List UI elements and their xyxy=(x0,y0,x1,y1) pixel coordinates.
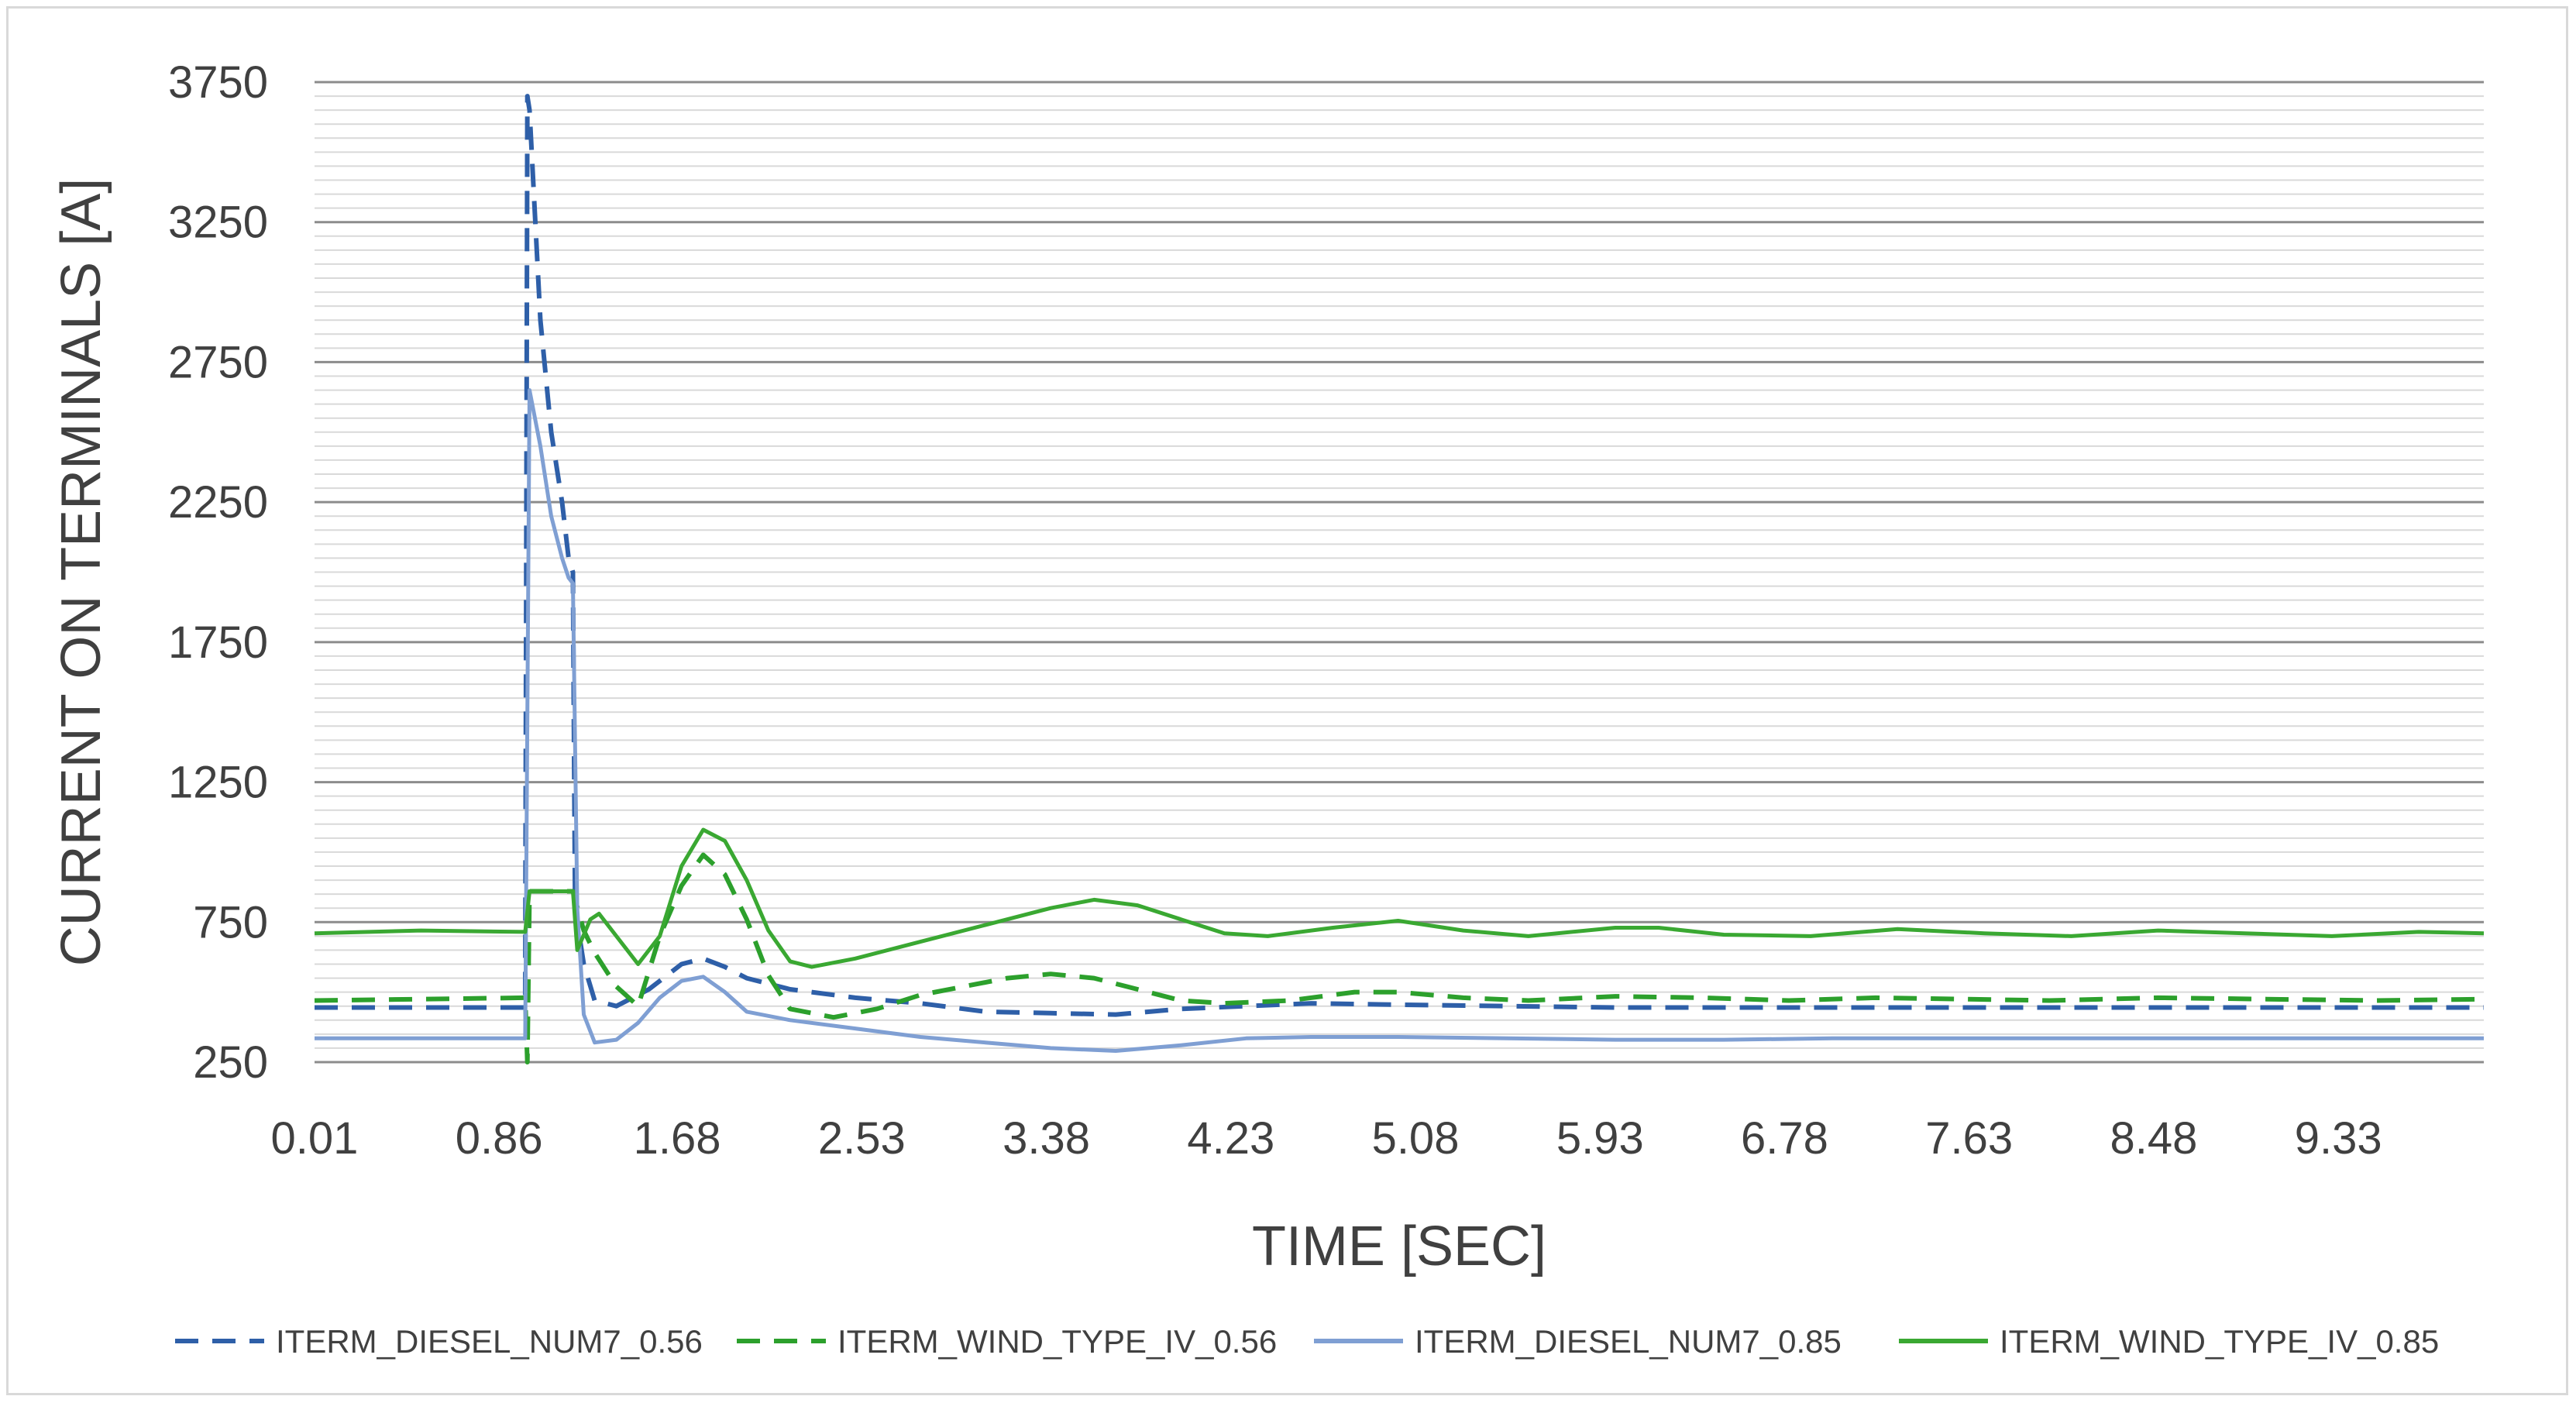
x-tick-label: 6.78 xyxy=(1741,1113,1828,1164)
x-tick-label: 7.63 xyxy=(1925,1113,2013,1164)
x-tick-label: 0.86 xyxy=(456,1113,543,1164)
x-tick-label: 1.68 xyxy=(634,1113,721,1164)
legend-label: ITERM_WIND_TYPE_IV_0.56 xyxy=(837,1323,1277,1360)
y-tick-label: 3250 xyxy=(168,198,268,248)
series-line xyxy=(314,852,2485,1064)
y-tick-label: 3750 xyxy=(168,57,268,108)
gridlines xyxy=(315,81,2484,1064)
legend-label: ITERM_DIESEL_NUM7_0.56 xyxy=(276,1323,703,1360)
legend-label: ITERM_DIESEL_NUM7_0.85 xyxy=(1415,1323,1842,1360)
x-tick-label: 8.48 xyxy=(2110,1113,2198,1164)
series-line xyxy=(314,827,2485,969)
series-lines xyxy=(314,94,2485,1064)
x-axis-title: TIME [SEC] xyxy=(1252,1216,1546,1277)
x-tick-label: 0.01 xyxy=(271,1113,359,1164)
legend-label: ITERM_WIND_TYPE_IV_0.85 xyxy=(2000,1323,2439,1360)
y-tick-label: 1750 xyxy=(168,617,268,668)
y-tick-label: 750 xyxy=(193,897,268,947)
y-axis-ticks: 250 750 1250 1750 2250 2750 3250 3750 xyxy=(168,57,268,1088)
y-tick-label: 250 xyxy=(193,1037,268,1088)
series-line xyxy=(315,94,2484,1017)
y-tick-label: 1250 xyxy=(168,758,268,808)
legend: ITERM_DIESEL_NUM7_0.56 ITERM_WIND_TYPE_IV… xyxy=(175,1323,2439,1360)
x-tick-label: 5.93 xyxy=(1556,1113,1644,1164)
x-tick-label: 5.08 xyxy=(1372,1113,1460,1164)
x-tick-label: 4.23 xyxy=(1187,1113,1274,1164)
line-chart: 250 750 1250 1750 2250 2750 3250 3750 0.01 0.86 1… xyxy=(50,57,2485,1360)
x-tick-label: 3.38 xyxy=(1003,1113,1090,1164)
y-axis-title: CURRENT ON TERMINALS [A] xyxy=(50,178,112,967)
y-tick-label: 2250 xyxy=(168,477,268,528)
series-line xyxy=(315,388,2484,1053)
y-tick-label: 2750 xyxy=(168,337,268,387)
x-tick-label: 2.53 xyxy=(818,1113,906,1164)
chart-frame: 250 750 1250 1750 2250 2750 3250 3750 0.01 0.86 1… xyxy=(6,6,2568,1395)
x-tick-label: 9.33 xyxy=(2295,1113,2382,1164)
x-axis-ticks: 0.01 0.86 1.68 2.53 3.38 4.23 5.08 5.93 6.78 7.63… xyxy=(271,1113,2382,1164)
